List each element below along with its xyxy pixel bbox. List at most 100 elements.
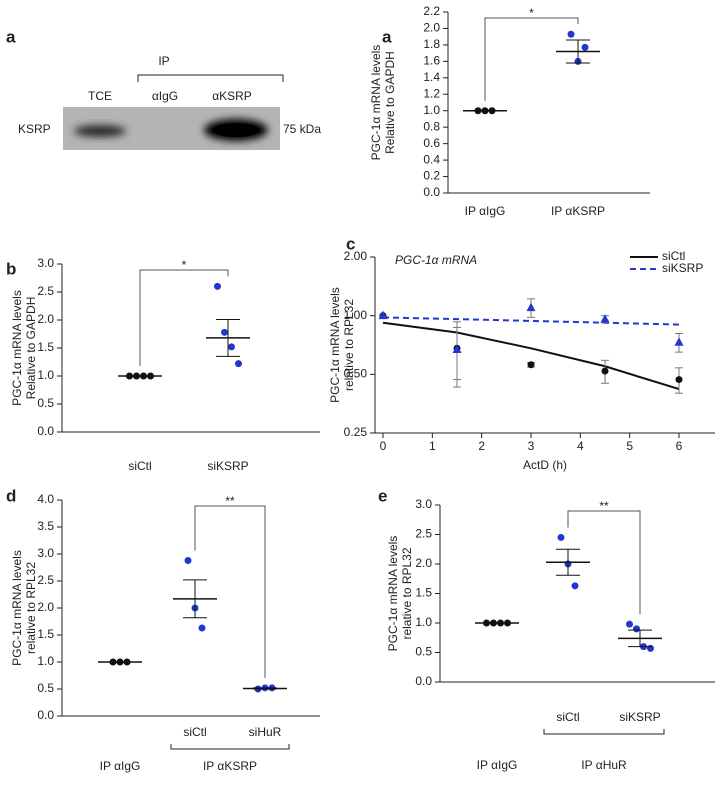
data-point: [633, 625, 640, 633]
lane-label: TCE: [88, 89, 112, 103]
data-point: [221, 328, 228, 336]
x-tick-label: IP αKSRP: [551, 204, 605, 218]
y-tick-label: 0.4: [423, 152, 440, 166]
x-tick-label: siHuR: [249, 725, 282, 739]
legend-label: siKSRP: [662, 261, 703, 275]
x-tick-label: siKSRP: [619, 710, 660, 724]
data-point: [198, 624, 206, 632]
y-tick-label: 2.2: [423, 4, 440, 18]
significance-bracket: [567, 510, 641, 615]
y-tick-label: 0.2: [423, 169, 440, 183]
x-tick-label: 6: [676, 439, 683, 453]
error-bar: [556, 548, 580, 576]
panel-letter: c: [346, 234, 355, 253]
error-bar: [566, 39, 590, 64]
y-tick-label: 0.0: [423, 185, 440, 199]
significance-bracket: [484, 17, 579, 101]
legend-label: siCtl: [662, 249, 685, 263]
x-tick-label: 1: [429, 439, 436, 453]
data-point: [235, 360, 242, 368]
y-tick-label: 1.0: [423, 103, 440, 117]
y-tick-label: 2.00: [344, 249, 368, 263]
data-point: [214, 282, 221, 290]
significance-label: *: [182, 258, 187, 272]
data-point: [452, 344, 462, 354]
y-tick-label: 1.8: [423, 37, 440, 51]
fit-line: [382, 316, 680, 326]
y-tick-label: 0.50: [344, 367, 368, 381]
x-tick-label: siCtl: [183, 725, 206, 739]
data-point: [526, 302, 536, 312]
y-axis-label: PGC-1α mRNA levels: [10, 290, 24, 406]
data-point: [581, 43, 589, 51]
y-tick-label: 1.5: [37, 627, 54, 641]
group-label: IP αKSRP: [203, 759, 257, 773]
x-tick-label: 3: [528, 439, 535, 453]
data-point: [557, 533, 565, 541]
data-point: [601, 367, 609, 375]
group-label: IP αIgG: [477, 758, 518, 772]
y-tick-label: 0.5: [415, 645, 432, 659]
y-tick-label: 1.2: [423, 86, 440, 100]
y-tick-label: 2.0: [423, 21, 440, 35]
x-tick-label: 5: [626, 439, 633, 453]
y-tick-label: 1.5: [415, 586, 432, 600]
x-tick-label: IP αIgG: [465, 204, 506, 218]
y-axis-label: relative to RPL32: [24, 562, 38, 654]
y-tick-label: 1.0: [37, 368, 54, 382]
panel-letter: a: [6, 27, 16, 46]
error-bar: [253, 687, 277, 690]
data-point: [626, 620, 633, 628]
y-tick-label: 0.0: [37, 424, 54, 438]
y-tick-label: 1.0: [415, 615, 432, 629]
data-point: [600, 314, 610, 323]
y-axis-label: PGC-1α mRNA levels: [369, 45, 383, 161]
y-tick-label: 1.0: [37, 654, 54, 668]
significance-bracket: [194, 505, 266, 678]
significance-bracket: [139, 269, 229, 366]
group-label: IP αHuR: [581, 758, 627, 772]
y-tick-label: 2.5: [37, 573, 54, 587]
y-tick-label: 1.4: [423, 70, 440, 84]
data-point: [378, 310, 388, 320]
lane-label: αKSRP: [212, 89, 252, 103]
y-axis-label: PGC-1α mRNA levels: [386, 536, 400, 652]
y-tick-label: 0.0: [37, 708, 54, 722]
y-tick-label: 2.0: [37, 312, 54, 326]
x-tick-label: siCtl: [556, 710, 579, 724]
y-tick-label: 0.25: [344, 425, 368, 439]
y-tick-label: 4.0: [37, 492, 54, 506]
data-point: [674, 337, 684, 346]
y-tick-label: 3.5: [37, 519, 54, 533]
lane-label: αIgG: [152, 89, 178, 103]
significance-label: *: [529, 6, 534, 20]
x-axis-label: ActD (h): [523, 458, 567, 472]
panel-letter: a: [382, 27, 392, 46]
y-tick-label: 3.0: [415, 497, 432, 511]
y-tick-label: 1.6: [423, 54, 440, 68]
size-label: 75 kDa: [283, 122, 321, 136]
y-tick-label: 0.5: [37, 396, 54, 410]
significance-label: **: [225, 494, 235, 508]
y-tick-label: 2.5: [37, 284, 54, 298]
y-axis-label: PGC-1α mRNA levels: [10, 550, 24, 666]
error-bar: [183, 579, 207, 619]
data-point: [567, 30, 575, 38]
y-tick-label: 0.6: [423, 136, 440, 150]
y-axis-label: Relative to GAPDH: [24, 297, 38, 400]
y-tick-label: 0.5: [37, 681, 54, 695]
data-point: [184, 556, 192, 564]
panel-letter: e: [378, 486, 387, 505]
fit-line: [382, 321, 680, 391]
blot-image: [63, 107, 280, 150]
ip-bracket: [137, 74, 284, 82]
panel-letter: b: [6, 259, 16, 278]
y-tick-label: 0.0: [415, 674, 432, 688]
x-tick-label: siKSRP: [207, 459, 248, 473]
y-tick-label: 0.8: [423, 119, 440, 133]
y-tick-label: 3.0: [37, 546, 54, 560]
panel-letter: d: [6, 486, 16, 505]
data-point: [647, 644, 654, 652]
chart-title: PGC-1α mRNA: [395, 253, 477, 267]
